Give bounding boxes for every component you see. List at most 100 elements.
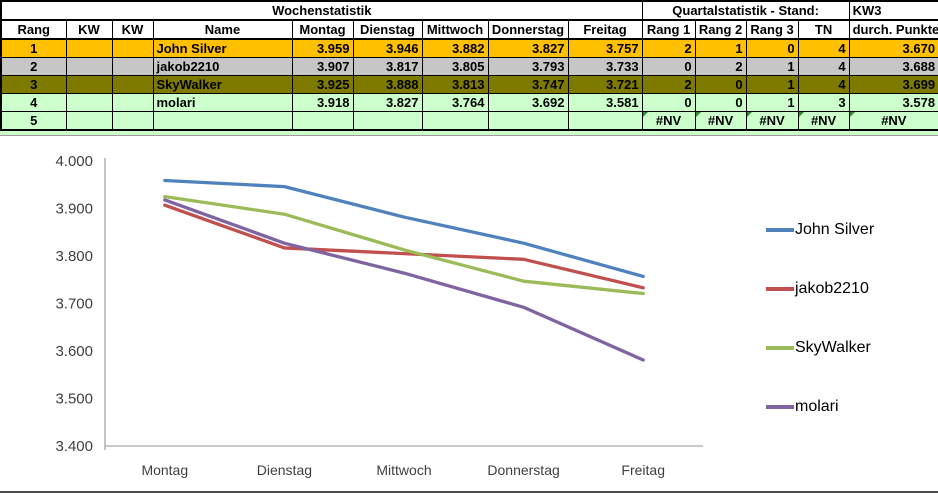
col-header-kw1[interactable]: KW — [65, 19, 113, 40]
quarter-cell[interactable]: 2 — [641, 38, 696, 58]
name-cell[interactable]: SkyWalker — [152, 75, 293, 94]
legend-item-molari[interactable]: molari — [766, 396, 839, 418]
value-cell[interactable]: 3.959 — [291, 38, 354, 58]
value-cell[interactable]: 3.764 — [421, 93, 489, 112]
rank-cell[interactable]: 4 — [0, 93, 67, 112]
value-cell[interactable]: 3.692 — [487, 93, 569, 112]
col-header-mittwoch[interactable]: Mittwoch — [421, 19, 489, 40]
col-header-rang[interactable]: Rang — [0, 19, 67, 40]
nv-error-cell[interactable]: #NV — [694, 111, 747, 131]
value-cell[interactable]: 3.827 — [352, 93, 423, 112]
y-tick-label: 3.600 — [55, 343, 93, 360]
quarter-cell[interactable]: 0 — [641, 93, 696, 112]
legend-item-skywalker[interactable]: SkyWalker — [766, 337, 871, 359]
quarter-cell[interactable]: 4 — [797, 57, 850, 76]
col-header-tn[interactable]: TN — [797, 19, 850, 40]
value-cell[interactable]: 3.581 — [567, 93, 643, 112]
error-indicator-icon — [696, 112, 701, 117]
kw-cell[interactable] — [65, 75, 113, 94]
quarter-cell[interactable]: 1 — [745, 75, 799, 94]
quarter-cell[interactable]: 0 — [694, 93, 747, 112]
quarter-stand-cell[interactable]: KW3 — [848, 0, 938, 21]
value-cell[interactable]: 3.817 — [352, 57, 423, 76]
col-header-freitag[interactable]: Freitag — [567, 19, 643, 40]
avg-points-cell[interactable]: 3.699 — [848, 75, 938, 94]
kw-cell[interactable] — [65, 111, 113, 131]
x-category-label: Montag — [141, 462, 188, 478]
line-chart[interactable]: 3.400 3.500 3.600 3.700 3.800 3.900 4.000 Monta… — [0, 132, 938, 490]
quarter-cell[interactable]: 0 — [745, 38, 799, 58]
nv-error-cell[interactable]: #NV — [641, 111, 696, 131]
quarter-cell[interactable]: 4 — [797, 75, 850, 94]
col-header-name[interactable]: Name — [152, 19, 293, 40]
nv-error-cell[interactable]: #NV — [797, 111, 850, 131]
kw-cell[interactable] — [65, 93, 113, 112]
y-tick-label: 3.500 — [55, 391, 93, 408]
avg-points-cell[interactable]: 3.688 — [848, 57, 938, 76]
table-row-empty-5: 5 #NV #NV #NV #NV #NV — [0, 111, 938, 131]
value-cell[interactable] — [487, 111, 569, 131]
value-cell[interactable]: 3.805 — [421, 57, 489, 76]
value-cell[interactable] — [291, 111, 354, 131]
value-cell[interactable] — [567, 111, 643, 131]
value-cell[interactable]: 3.907 — [291, 57, 354, 76]
quarter-cell[interactable]: 0 — [641, 57, 696, 76]
col-header-rang1[interactable]: Rang 1 — [641, 19, 696, 40]
y-tick-label: 3.700 — [55, 296, 93, 313]
kw-cell[interactable] — [65, 38, 113, 58]
value-cell[interactable]: 3.918 — [291, 93, 354, 112]
quarter-cell[interactable]: 2 — [641, 75, 696, 94]
avg-points-cell[interactable]: 3.670 — [848, 38, 938, 58]
quarter-cell[interactable]: 3 — [797, 93, 850, 112]
value-cell[interactable]: 3.882 — [421, 38, 489, 58]
quarter-cell[interactable]: 1 — [745, 93, 799, 112]
quarter-cell[interactable]: 0 — [694, 75, 747, 94]
col-header-kw2[interactable]: KW — [111, 19, 154, 40]
value-cell[interactable]: 3.813 — [421, 75, 489, 94]
col-header-rang3[interactable]: Rang 3 — [745, 19, 799, 40]
col-header-donnerstag[interactable]: Donnerstag — [487, 19, 569, 40]
value-cell[interactable]: 3.925 — [291, 75, 354, 94]
value-cell[interactable]: 3.793 — [487, 57, 569, 76]
rank-cell[interactable]: 2 — [0, 57, 67, 76]
rank-cell[interactable]: 3 — [0, 75, 67, 94]
legend-item-jakob2210[interactable]: jakob2210 — [766, 278, 869, 300]
value-cell[interactable]: 3.827 — [487, 38, 569, 58]
quarter-cell[interactable]: 1 — [745, 57, 799, 76]
table-row-john-silver: 1 John Silver 3.959 3.946 3.882 3.827 3.… — [0, 38, 938, 58]
legend-item-john-silver[interactable]: John Silver — [766, 219, 874, 241]
y-tick-label: 3.900 — [55, 201, 93, 218]
name-cell[interactable] — [152, 111, 293, 131]
nv-error-cell[interactable]: #NV — [745, 111, 799, 131]
kw-cell[interactable] — [111, 93, 154, 112]
nv-error-cell[interactable]: #NV — [848, 111, 938, 131]
name-cell[interactable]: John Silver — [152, 38, 293, 58]
kw-cell[interactable] — [65, 57, 113, 76]
col-header-durch-punkte[interactable]: durch. Punkte — [848, 19, 938, 40]
name-cell[interactable]: jakob2210 — [152, 57, 293, 76]
value-cell[interactable] — [421, 111, 489, 131]
kw-cell[interactable] — [111, 57, 154, 76]
table-row-molari: 4 molari 3.918 3.827 3.764 3.692 3.581 0… — [0, 93, 938, 112]
name-cell[interactable]: molari — [152, 93, 293, 112]
col-header-dienstag[interactable]: Dienstag — [352, 19, 423, 40]
quarter-cell[interactable]: 1 — [694, 38, 747, 58]
avg-points-cell[interactable]: 3.578 — [848, 93, 938, 112]
value-cell[interactable] — [352, 111, 423, 131]
col-header-rang2[interactable]: Rang 2 — [694, 19, 747, 40]
kw-cell[interactable] — [111, 38, 154, 58]
col-header-montag[interactable]: Montag — [291, 19, 354, 40]
value-cell[interactable]: 3.757 — [567, 38, 643, 58]
value-cell[interactable]: 3.747 — [487, 75, 569, 94]
value-cell[interactable]: 3.733 — [567, 57, 643, 76]
kw-cell[interactable] — [111, 75, 154, 94]
quarter-cell[interactable]: 2 — [694, 57, 747, 76]
rank-cell[interactable]: 5 — [0, 111, 67, 131]
y-tick-label: 3.800 — [55, 248, 93, 265]
value-cell[interactable]: 3.888 — [352, 75, 423, 94]
value-cell[interactable]: 3.946 — [352, 38, 423, 58]
kw-cell[interactable] — [111, 111, 154, 131]
value-cell[interactable]: 3.721 — [567, 75, 643, 94]
quarter-cell[interactable]: 4 — [797, 38, 850, 58]
rank-cell[interactable]: 1 — [0, 38, 67, 58]
